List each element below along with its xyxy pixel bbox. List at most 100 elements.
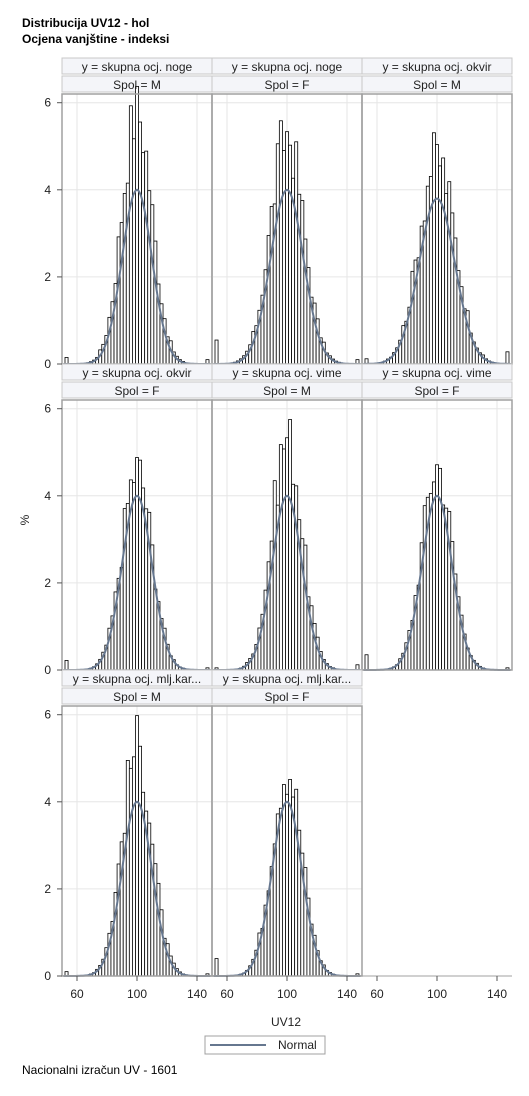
histogram-bar <box>288 419 292 671</box>
row-header <box>361 363 513 381</box>
histogram-bar <box>435 144 439 365</box>
x-tick-label: 100 <box>277 987 297 1001</box>
x-tick-label: 140 <box>187 987 207 1001</box>
histogram-bar <box>300 200 305 365</box>
normal-curve <box>363 494 511 671</box>
histogram-bar <box>410 270 415 365</box>
x-tick-label: 60 <box>220 987 234 1001</box>
histogram-bar <box>275 143 280 365</box>
histogram-bar <box>285 437 289 671</box>
normal-curve <box>213 188 361 365</box>
chart-title: Distribucija UV12 - hol <box>22 16 150 30</box>
histogram-bar <box>128 767 133 977</box>
x-tick-label: 60 <box>370 987 384 1001</box>
panel-4 <box>61 363 213 671</box>
col-header-label: Spol = F <box>264 690 309 704</box>
x-axis-label: UV12 <box>271 1015 301 1029</box>
histogram-bar <box>147 190 152 365</box>
y-tick-label: 4 <box>44 183 51 197</box>
y-tick-label: 4 <box>44 795 51 809</box>
histogram-bar <box>138 121 142 365</box>
histogram-bar <box>132 482 136 671</box>
panel-5 <box>211 363 363 671</box>
row-header-label: y = skupna ocj. mlj.kar... <box>73 672 201 686</box>
y-tick-label: 6 <box>44 402 51 416</box>
legend-label: Normal <box>278 1038 317 1052</box>
panel-8 <box>211 669 363 977</box>
row-header <box>361 57 513 75</box>
histogram-bar <box>285 131 289 365</box>
legend <box>204 1035 326 1055</box>
histogram-bar <box>294 788 299 977</box>
normal-curve <box>63 494 211 671</box>
histogram-bar <box>278 120 283 365</box>
histogram-bar <box>119 566 124 671</box>
normal-curve <box>213 800 361 977</box>
histogram-bar <box>288 144 292 365</box>
histogram-bar <box>282 784 286 977</box>
col-header-label: Spol = M <box>113 690 161 704</box>
y-tick-label: 4 <box>44 489 51 503</box>
histogram-bar <box>269 206 274 365</box>
y-tick-label: 2 <box>44 270 51 284</box>
y-tick-label: 0 <box>44 969 51 983</box>
histogram-bar <box>144 150 149 365</box>
histogram-bar <box>422 505 427 671</box>
row-header-label: y = skupna ocj. vime <box>232 366 341 380</box>
histogram-bar <box>285 793 289 977</box>
histogram-bar <box>272 480 277 671</box>
panel-frame <box>361 399 513 671</box>
row-header-label: y = skupna ocj. noge <box>232 60 343 74</box>
histogram-bar <box>505 351 510 365</box>
x-tick-label: 100 <box>127 987 147 1001</box>
histogram-bar <box>150 204 155 365</box>
col-header <box>361 381 513 399</box>
histogram-bar <box>294 141 299 365</box>
row-header-label: y = skupna ocj. noge <box>82 60 193 74</box>
y-tick-label: 6 <box>44 708 51 722</box>
histogram-bar <box>447 181 452 365</box>
col-header-label: Spol = M <box>113 78 161 92</box>
histogram-bar <box>441 157 446 365</box>
histogram-bar <box>282 448 286 671</box>
histogram-bar <box>297 193 302 365</box>
y-tick-label: 0 <box>44 357 51 371</box>
histogram-bar <box>303 544 308 671</box>
normal-curve <box>63 800 211 977</box>
y-tick-label: 6 <box>44 96 51 110</box>
normal-curve <box>363 197 511 365</box>
histogram-bar <box>119 222 124 365</box>
histogram-bar <box>438 165 442 365</box>
col-header <box>211 687 363 705</box>
panel-3 <box>361 57 513 365</box>
histogram-bar <box>156 882 161 977</box>
histogram-bar <box>282 150 286 365</box>
col-header-label: Spol = F <box>114 384 159 398</box>
histogram-bar <box>432 481 436 671</box>
histogram-bar <box>153 240 158 365</box>
histogram-bar <box>266 235 271 365</box>
histogram-bar <box>214 958 219 977</box>
footnote: Nacionalni izračun UV - 1601 <box>22 1063 178 1077</box>
histogram-bar <box>132 756 136 977</box>
y-tick-label: 0 <box>44 663 51 677</box>
panel-1 <box>61 57 213 365</box>
histogram-bar <box>214 339 219 365</box>
histogram-bar <box>128 105 133 365</box>
histogram-bar <box>138 745 142 977</box>
panel-7 <box>61 669 213 977</box>
x-tick-label: 60 <box>70 987 84 1001</box>
histogram-bar <box>135 715 139 977</box>
histogram-bar <box>122 193 127 365</box>
row-header-label: y = skupna ocj. okvir <box>82 366 191 380</box>
histogram-bar <box>450 212 455 365</box>
histogram-bar <box>125 760 130 977</box>
col-header <box>361 75 513 93</box>
histogram-bar <box>432 132 436 365</box>
normal-curve <box>63 188 211 365</box>
histogram-bar <box>141 152 146 365</box>
y-tick-label: 2 <box>44 882 51 896</box>
chart-subtitle: Ocjena vanjštine - indeksi <box>22 32 170 46</box>
col-header-label: Spol = M <box>263 384 311 398</box>
